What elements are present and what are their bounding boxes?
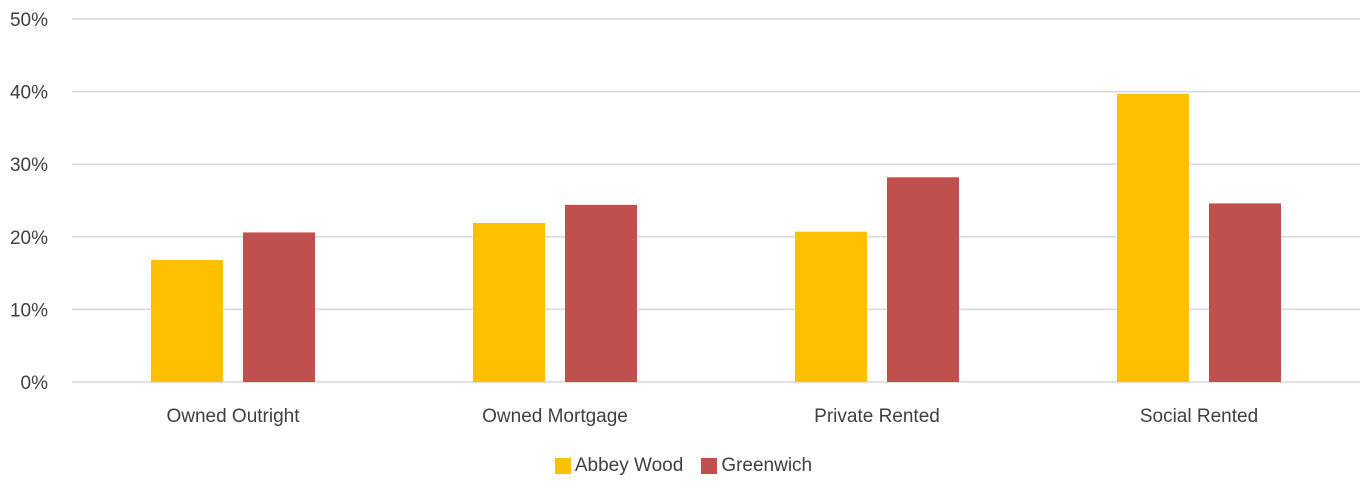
legend-label-abbey-wood: Abbey Wood	[574, 455, 684, 476]
bar-abbey-wood-owned-outright	[151, 260, 223, 382]
bar-greenwich-owned-outright	[243, 232, 315, 382]
legend-item-abbey-wood: Abbey Wood	[554, 455, 684, 477]
bar-abbey-wood-private-rented	[795, 231, 867, 382]
bar-abbey-wood-owned-mortgage	[473, 223, 545, 382]
bar-greenwich-owned-mortgage	[565, 204, 637, 382]
legend-item-greenwich: Greenwich	[701, 455, 812, 477]
x-category-label: Social Rented	[1140, 406, 1258, 427]
legend-label-greenwich: Greenwich	[721, 455, 813, 476]
bar-abbey-wood-social-rented	[1117, 93, 1189, 382]
legend-swatch-greenwich	[701, 458, 718, 474]
legend: Abbey Wood Greenwich	[0, 455, 1367, 477]
y-tick-label: 20%	[10, 228, 48, 249]
x-category-label: Owned Mortgage	[482, 406, 628, 427]
x-axis-category-labels: Owned Outright Owned Mortgage Private Rent…	[166, 406, 1258, 427]
y-tick-label: 40%	[10, 83, 48, 104]
x-category-label: Owned Outright	[166, 406, 300, 427]
y-tick-label: 0%	[21, 373, 49, 394]
y-tick-label: 30%	[10, 155, 48, 176]
bar-greenwich-social-rented	[1209, 203, 1281, 382]
bar-chart: 0% 10% 20% 30% 40% 50% Owned Outright Owned Mo…	[10, 10, 1360, 427]
y-tick-label: 50%	[10, 10, 48, 31]
bars	[151, 93, 1281, 382]
x-category-label: Private Rented	[814, 406, 940, 427]
y-tick-label: 10%	[10, 300, 48, 321]
bar-greenwich-private-rented	[887, 177, 959, 382]
y-axis-tick-labels: 0% 10% 20% 30% 40% 50%	[10, 10, 48, 394]
legend-swatch-abbey-wood	[554, 458, 571, 474]
